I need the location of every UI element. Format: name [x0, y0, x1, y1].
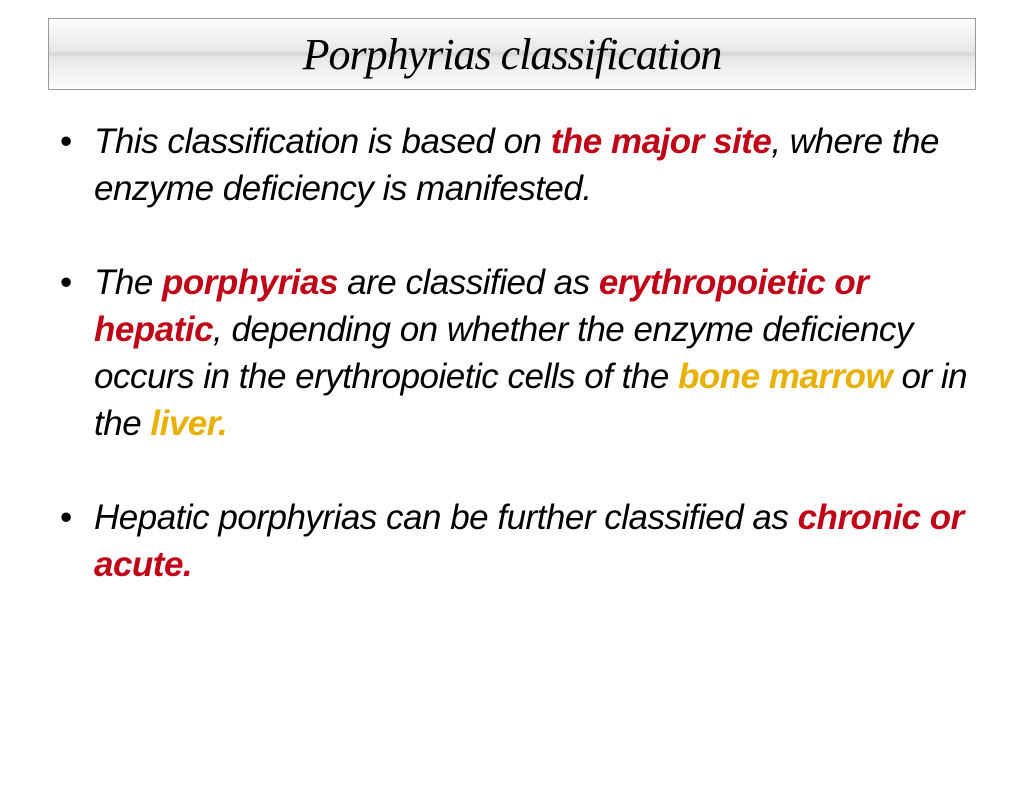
bullet-list: This classification is based on the majo…	[50, 118, 974, 588]
text-segment: are classified as	[347, 263, 599, 302]
text-segment: The	[94, 263, 162, 302]
bullet-item: The porphyrias are classified as erythro…	[50, 259, 974, 448]
text-segment: This classification is based on	[94, 122, 551, 161]
bullet-item: This classification is based on the majo…	[50, 118, 974, 213]
text-segment: the major site	[551, 122, 772, 161]
slide-content: This classification is based on the majo…	[0, 90, 1024, 588]
text-segment: porphyrias	[162, 263, 347, 302]
text-segment: bone marrow	[678, 357, 901, 396]
bullet-item: Hepatic porphyrias can be further classi…	[50, 494, 974, 589]
text-segment: liver.	[150, 404, 227, 443]
slide-title: Porphyrias classification	[303, 29, 722, 80]
text-segment: Hepatic porphyrias can be further classi…	[94, 498, 798, 537]
title-bar: Porphyrias classification	[48, 18, 976, 90]
